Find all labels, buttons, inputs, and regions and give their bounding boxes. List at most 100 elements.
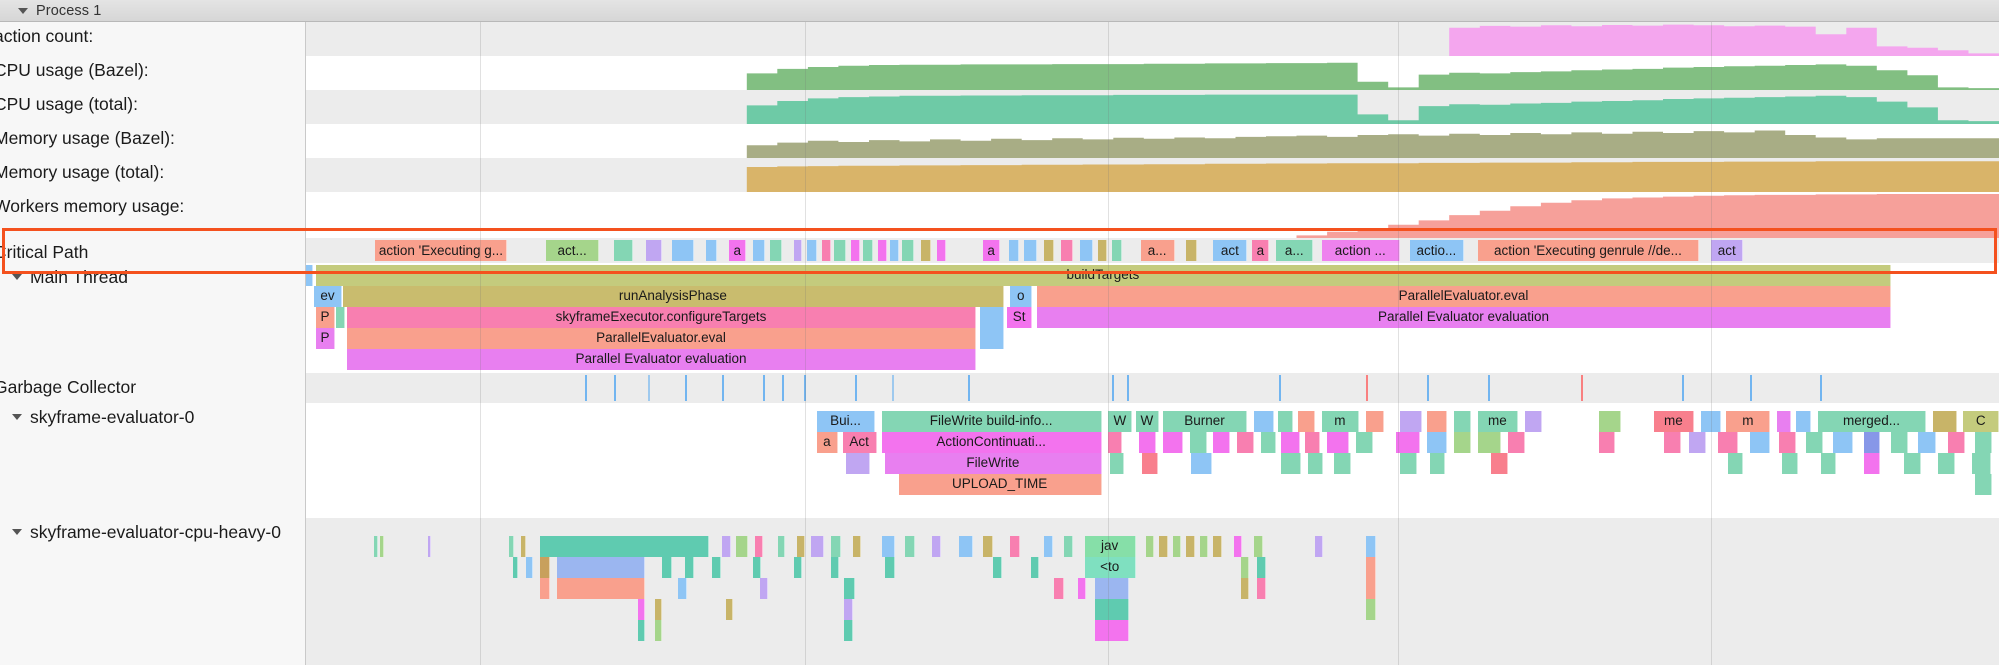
flame-block-unlabeled[interactable]: [844, 599, 853, 620]
critical-path-block-unlabeled[interactable]: [1008, 240, 1019, 261]
critical-path-block-unlabeled[interactable]: [1023, 240, 1038, 261]
flame-block-unlabeled[interactable]: [1094, 620, 1129, 641]
flame-block-unlabeled[interactable]: [1257, 578, 1266, 599]
flame-block-unlabeled[interactable]: [1805, 432, 1823, 453]
critical-path-block[interactable]: action 'Executing genrule //de...: [1477, 240, 1700, 261]
flame-block-unlabeled[interactable]: [1663, 432, 1681, 453]
flame-block-unlabeled[interactable]: [685, 557, 694, 578]
track-row[interactable]: [306, 56, 1999, 90]
triangle-down-icon[interactable]: [12, 414, 22, 420]
flame-block-unlabeled[interactable]: [1298, 411, 1316, 432]
gc-event-tick[interactable]: [585, 375, 588, 401]
flame-block-unlabeled[interactable]: [759, 578, 769, 599]
flame-block-unlabeled[interactable]: [654, 599, 662, 620]
critical-path-block[interactable]: a...: [1276, 240, 1314, 261]
flame-block-unlabeled[interactable]: [905, 536, 916, 557]
flame-block-unlabeled[interactable]: [1399, 411, 1422, 432]
flame-block-unlabeled[interactable]: [556, 578, 645, 599]
flame-block-unlabeled[interactable]: [885, 557, 896, 578]
critical-path-block-unlabeled[interactable]: [1186, 240, 1197, 261]
track-label-skyframe-evaluator-cpu-heavy-0[interactable]: skyframe-evaluator-cpu-heavy-0: [0, 518, 305, 665]
flame-block[interactable]: m: [1726, 411, 1771, 432]
critical-path-block[interactable]: a...: [1140, 240, 1175, 261]
flame-block-unlabeled[interactable]: [539, 578, 550, 599]
triangle-down-icon[interactable]: [12, 529, 22, 535]
critical-path-block[interactable]: actio...: [1409, 240, 1464, 261]
critical-path-block-unlabeled[interactable]: [793, 240, 803, 261]
flame-block-unlabeled[interactable]: [1260, 432, 1277, 453]
flame-block-unlabeled[interactable]: [1491, 453, 1509, 474]
flame-block-unlabeled[interactable]: [1145, 536, 1155, 557]
gc-event-tick[interactable]: [1580, 375, 1583, 401]
track-label-action-count[interactable]: action count:: [0, 22, 305, 56]
flame-block-unlabeled[interactable]: [1094, 599, 1129, 620]
critical-path-block-unlabeled[interactable]: [646, 240, 662, 261]
process-header[interactable]: Process 1: [0, 0, 1999, 22]
flame-block-unlabeled[interactable]: [539, 536, 709, 557]
flame-block-unlabeled[interactable]: [979, 307, 1004, 328]
track-row[interactable]: [306, 158, 1999, 192]
critical-path-block[interactable]: action 'Executing g...: [375, 240, 508, 261]
flame-block-unlabeled[interactable]: [1304, 432, 1321, 453]
flame-block[interactable]: m: [1321, 411, 1360, 432]
flame-block-unlabeled[interactable]: [1782, 453, 1798, 474]
flame-block-unlabeled[interactable]: [526, 557, 533, 578]
flame-block[interactable]: ParallelEvaluator.eval: [346, 328, 977, 349]
flame-block-unlabeled[interactable]: [1365, 411, 1385, 432]
flame-block[interactable]: a: [817, 432, 838, 453]
track-row[interactable]: [306, 192, 1999, 238]
flame-block-unlabeled[interactable]: [306, 265, 313, 286]
flame-block[interactable]: skyframeExecutor.configureTargets: [346, 307, 977, 328]
flame-block-unlabeled[interactable]: [844, 578, 855, 599]
track-row[interactable]: buildTargets ev runAnalysisPhase o ParallelE…: [306, 263, 1999, 373]
flame-block-unlabeled[interactable]: [983, 536, 994, 557]
flame-block-unlabeled[interactable]: [979, 328, 1004, 349]
flame-block-unlabeled[interactable]: [722, 536, 731, 557]
gc-event-tick[interactable]: [854, 375, 857, 401]
flame-block-unlabeled[interactable]: [844, 620, 853, 641]
flame-block-unlabeled[interactable]: [1917, 432, 1937, 453]
gc-event-tick[interactable]: [647, 375, 650, 401]
flame-block[interactable]: P: [316, 328, 335, 349]
flame-block-unlabeled[interactable]: [1430, 453, 1446, 474]
flame-block[interactable]: St: [1006, 307, 1033, 328]
critical-path-block[interactable]: act: [1213, 240, 1248, 261]
critical-path-block[interactable]: act...: [546, 240, 599, 261]
critical-path-block-unlabeled[interactable]: [862, 240, 874, 261]
flame-block-unlabeled[interactable]: [712, 557, 721, 578]
flame-block-unlabeled[interactable]: [1030, 557, 1040, 578]
gc-event-tick[interactable]: [1279, 375, 1282, 401]
flame-block-unlabeled[interactable]: [1064, 536, 1073, 557]
critical-path-block[interactable]: act: [1711, 240, 1744, 261]
flame-block-unlabeled[interactable]: [1426, 432, 1448, 453]
track-row[interactable]: [306, 22, 1999, 56]
flame-block[interactable]: buildTargets: [316, 265, 1891, 286]
flame-block-unlabeled[interactable]: [1281, 432, 1300, 453]
flame-block[interactable]: me: [1477, 411, 1519, 432]
flame-block[interactable]: Bui...: [817, 411, 875, 432]
flame-block[interactable]: UPLOAD_TIME: [898, 474, 1102, 495]
flame-block-unlabeled[interactable]: [1365, 599, 1376, 620]
flame-block-unlabeled[interactable]: [1277, 411, 1294, 432]
flame-block-unlabeled[interactable]: [932, 536, 941, 557]
flame-block[interactable]: merged...: [1817, 411, 1927, 432]
flame-block-unlabeled[interactable]: [1938, 453, 1955, 474]
flame-block-unlabeled[interactable]: [1240, 578, 1249, 599]
gc-event-tick[interactable]: [1111, 375, 1114, 401]
track-row[interactable]: jav <to: [306, 518, 1999, 665]
flame-block-unlabeled[interactable]: [1010, 536, 1021, 557]
flame-block-unlabeled[interactable]: [373, 536, 378, 557]
flame-block-unlabeled[interactable]: [1453, 411, 1471, 432]
flame-block[interactable]: P: [316, 307, 335, 328]
flame-block-unlabeled[interactable]: [1599, 432, 1615, 453]
flame-block[interactable]: Parallel Evaluator evaluation: [1037, 307, 1891, 328]
flame-block-unlabeled[interactable]: [830, 536, 841, 557]
flame-block-unlabeled[interactable]: [678, 578, 687, 599]
flame-block-unlabeled[interactable]: [521, 536, 527, 557]
flame-block[interactable]: W: [1135, 411, 1160, 432]
track-row[interactable]: [306, 373, 1999, 403]
flame-block-unlabeled[interactable]: [1044, 536, 1053, 557]
flame-block-unlabeled[interactable]: [1281, 453, 1302, 474]
flame-block-unlabeled[interactable]: [1863, 453, 1881, 474]
gc-event-tick[interactable]: [891, 375, 894, 401]
